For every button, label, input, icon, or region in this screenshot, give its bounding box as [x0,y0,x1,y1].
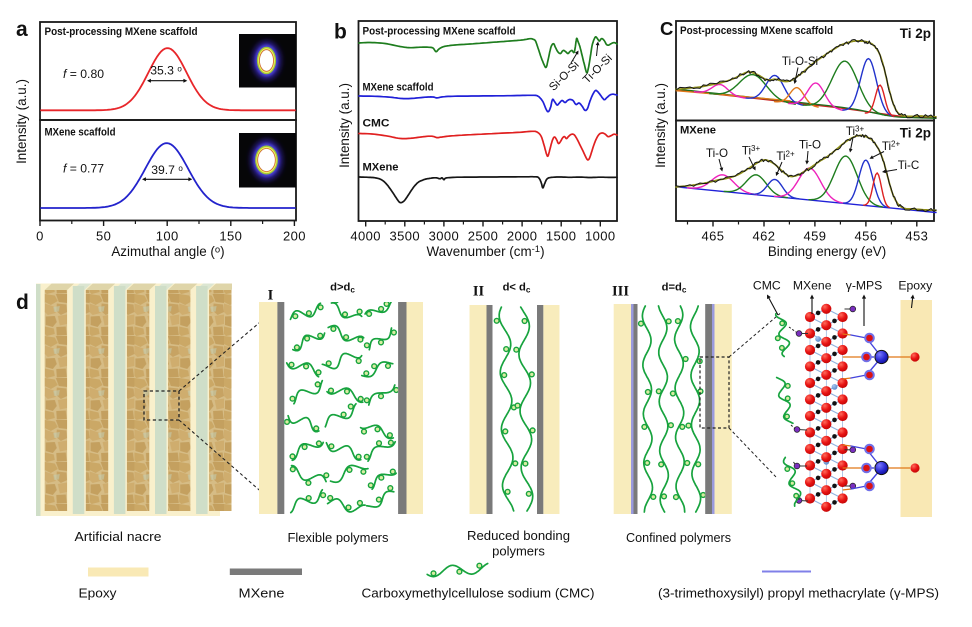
svg-text:γ-MPS: γ-MPS [846,279,883,293]
svg-text:0: 0 [36,229,44,244]
svg-text:35.3 o: 35.3 o [150,64,182,78]
svg-text:Azimuthal angle (o): Azimuthal angle (o) [111,244,224,259]
svg-text:2500: 2500 [468,229,499,244]
svg-text:Ti-O-Si: Ti-O-Si [782,55,818,68]
svg-text:Confined polymers: Confined polymers [626,530,731,545]
svg-text:b: b [334,21,347,44]
svg-text:453: 453 [905,229,928,244]
svg-text:150: 150 [219,229,242,244]
svg-text:Ti-O: Ti-O [799,139,821,152]
svg-text:MXene: MXene [793,279,832,293]
svg-text:CMC: CMC [753,279,781,293]
svg-text:Reduced bonding: Reduced bonding [467,528,570,543]
svg-text:Ti-O: Ti-O [706,147,728,160]
svg-text:459: 459 [803,229,826,244]
svg-text:Ti 2p: Ti 2p [900,26,931,41]
svg-text:Epoxy: Epoxy [79,586,118,601]
svg-text:Post-processing MXene scaffold: Post-processing MXene scaffold [680,25,833,37]
svg-text:Post-processing MXene scaffold: Post-processing MXene scaffold [363,25,516,37]
svg-text:Wavenumber (cm-1): Wavenumber (cm-1) [426,244,544,259]
svg-text:1000: 1000 [585,229,616,244]
svg-text:d< dc: d< dc [503,282,531,295]
svg-text:100: 100 [156,229,179,244]
svg-text:MXene scaffold: MXene scaffold [363,82,434,94]
svg-text:39.7 o: 39.7 o [151,163,183,177]
svg-text:(3-trimethoxysilyl) propyl met: (3-trimethoxysilyl) propyl methacrylate … [658,586,939,601]
svg-text:Ti 2p: Ti 2p [900,126,931,141]
svg-text:f = 0.80: f = 0.80 [63,67,104,81]
svg-text:465: 465 [702,229,725,244]
svg-text:462: 462 [753,229,776,244]
svg-text:Intensity (a.u.): Intensity (a.u.) [337,83,352,168]
svg-text:MXene scaffold: MXene scaffold [45,126,116,138]
svg-text:Carboxymethylcellulose sodium: Carboxymethylcellulose sodium (CMC) [362,586,595,601]
svg-text:MXene: MXene [680,124,716,136]
svg-text:d: d [16,291,29,314]
svg-text:Intensity (a.u.): Intensity (a.u.) [653,83,668,168]
svg-text:d>dc: d>dc [330,282,355,295]
svg-text:III: III [612,284,629,300]
svg-text:Intensity (a.u.): Intensity (a.u.) [14,79,29,164]
svg-text:Artificial nacre: Artificial nacre [75,529,162,544]
svg-text:d=dc: d=dc [662,282,687,295]
svg-text:CMC: CMC [363,118,390,130]
svg-text:Epoxy: Epoxy [898,279,933,293]
svg-text:50: 50 [96,229,111,244]
svg-text:4000: 4000 [350,229,381,244]
svg-text:MXene: MXene [239,586,285,601]
svg-text:I: I [268,288,274,304]
svg-text:II: II [473,284,485,300]
svg-text:200: 200 [283,229,306,244]
svg-text:Ti-C: Ti-C [898,159,919,172]
svg-text:C: C [660,18,673,39]
svg-text:1500: 1500 [546,229,577,244]
svg-text:3500: 3500 [390,229,421,244]
svg-text:Flexible polymers: Flexible polymers [288,530,389,545]
svg-text:456: 456 [854,229,877,244]
svg-text:Binding energy (eV): Binding energy (eV) [768,244,886,259]
svg-text:f = 0.77: f = 0.77 [63,162,104,176]
svg-text:MXene: MXene [363,162,399,174]
svg-text:a: a [16,18,28,41]
svg-text:Post-processing MXene scaffold: Post-processing MXene scaffold [45,26,198,38]
svg-text:2000: 2000 [507,229,538,244]
svg-text:polymers: polymers [492,544,545,559]
svg-text:3000: 3000 [429,229,460,244]
